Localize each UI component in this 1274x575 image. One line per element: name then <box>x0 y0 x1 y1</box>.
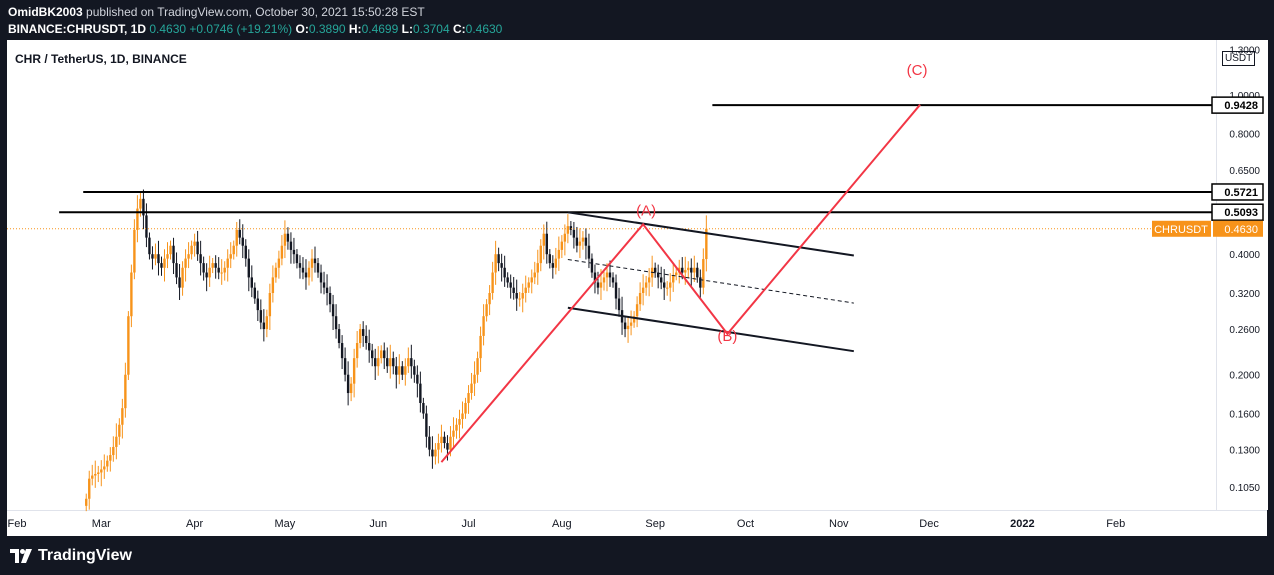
tradingview-brand: TradingView <box>38 547 132 564</box>
price-unit-label: USDT <box>1222 51 1256 66</box>
ohlc-legend: BINANCE:CHRUSDT, 1D 0.4630 +0.0746 (+19.… <box>8 22 502 36</box>
high-label: H: <box>348 22 362 36</box>
chart-pane[interactable]: CHR / TetherUS, 1D, BINANCE <box>7 40 1216 510</box>
chart-title: CHR / TetherUS, 1D, BINANCE <box>15 52 187 66</box>
price-axis[interactable] <box>1216 40 1268 510</box>
author-name[interactable]: OmidBK2003 <box>8 5 83 19</box>
time-axis[interactable] <box>7 510 1267 537</box>
publish-info: OmidBK2003 published on TradingView.com,… <box>8 5 425 19</box>
open-label: O: <box>295 22 309 36</box>
price-change: +0.0746 (+19.21%) <box>189 22 293 36</box>
low-label: L: <box>401 22 413 36</box>
high-value: 0.4699 <box>361 22 399 36</box>
last-price: 0.4630 <box>149 22 187 36</box>
tradingview-logo[interactable]: TradingView <box>10 547 132 565</box>
published-text: published on TradingView.com, October 30… <box>86 5 425 19</box>
publish-header: OmidBK2003 published on TradingView.com,… <box>0 0 1274 38</box>
tradingview-footer: TradingView <box>0 536 1274 575</box>
tradingview-logo-icon <box>10 549 32 563</box>
symbol-label: BINANCE:CHRUSDT, 1D <box>8 22 147 36</box>
open-value: 0.3890 <box>308 22 346 36</box>
close-label: C: <box>452 22 466 36</box>
close-value: 0.4630 <box>465 22 503 36</box>
low-value: 0.3704 <box>412 22 450 36</box>
